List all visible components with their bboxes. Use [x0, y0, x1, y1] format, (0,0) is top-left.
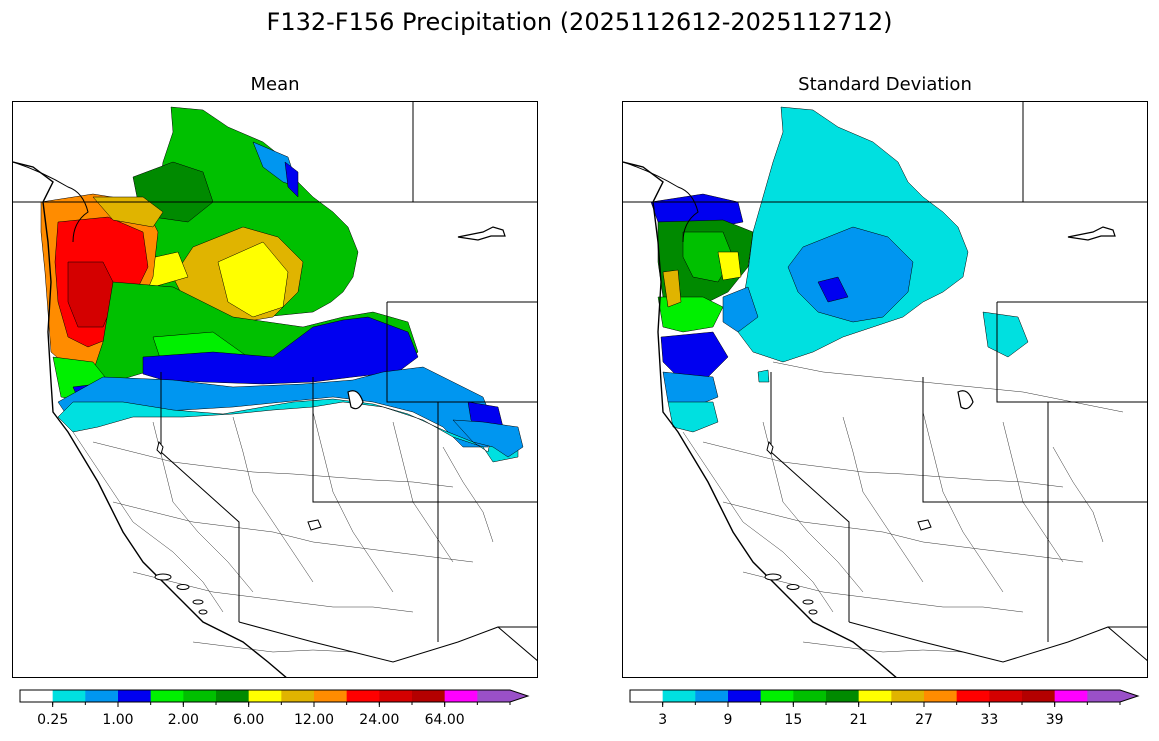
- map-mean-svg: [13, 102, 537, 677]
- region-gold-coast: [662, 269, 682, 308]
- colorbar-segment: [444, 690, 478, 702]
- colorbar-segment: [662, 690, 696, 702]
- region-yellow-interior: [217, 241, 289, 318]
- colorbar-tick-label: 12.00: [293, 712, 335, 728]
- colorbar-tick-label: 24.00: [359, 712, 400, 728]
- region-green-coast: [682, 231, 734, 283]
- colorbar-stddev: 3 9 15 21 27 33 39: [629, 689, 1140, 736]
- colorbar-segment: [1054, 690, 1088, 702]
- panel-title-mean: Mean: [250, 74, 300, 95]
- region-lime-coast: [657, 296, 724, 333]
- region-lightblue-coast: [722, 286, 759, 333]
- colorbar-segment: [760, 690, 794, 702]
- map-stddev: [622, 101, 1148, 678]
- channel-islands: [154, 573, 208, 615]
- lake-manitoba: [457, 226, 506, 241]
- colorbar-segment: [858, 690, 892, 702]
- colorbar-segment-extend: [477, 690, 528, 702]
- colorbar-segment: [793, 690, 827, 702]
- colorbar-tick-label: 15: [784, 712, 803, 728]
- colorbar-segment: [989, 690, 1023, 702]
- region-blue-coast-mid: [660, 331, 729, 378]
- colorbar-segment-extend: [1087, 690, 1138, 702]
- colorbar-segment: [924, 690, 958, 702]
- puget-sound-sd: [623, 161, 699, 243]
- region-blue-north2: [284, 161, 299, 198]
- colorbar-segment: [85, 690, 119, 702]
- colorbar-segment: [183, 690, 217, 702]
- state-boundaries: [13, 102, 537, 663]
- great-salt-lake-sd: [957, 390, 974, 410]
- lake-tahoe: [156, 440, 164, 455]
- colorbar-segment: [248, 690, 282, 702]
- colorbar-svg: [19, 689, 530, 707]
- colorbar-tick-label: 27: [915, 712, 933, 728]
- coastline-sd: [623, 161, 897, 677]
- colorbar-tick-label: 3: [658, 712, 668, 728]
- region-cyan-coast-south: [667, 401, 719, 433]
- colorbar-svg: [629, 689, 1140, 707]
- colorbar-tick-label: 1.00: [102, 712, 134, 728]
- colorbar-tick-label: 9: [723, 712, 733, 728]
- colorbar-segment: [412, 690, 446, 702]
- great-salt-lake: [347, 390, 364, 410]
- colorbar-segment: [118, 690, 152, 702]
- map-stddev-svg: [623, 102, 1147, 677]
- basin-outlines-sd: [682, 361, 1124, 653]
- region-cyan-east: [982, 311, 1029, 358]
- colorbar-tick-label: 21: [849, 712, 868, 728]
- colorbar-tick-label: 6.00: [233, 712, 265, 728]
- colorbar-segment: [728, 690, 762, 702]
- colorbar-segment: [379, 690, 413, 702]
- region-lightblue-east: [452, 419, 524, 458]
- region-yellow-puget: [92, 196, 164, 228]
- colorbar-segment: [216, 690, 250, 702]
- state-boundaries-sd: [623, 102, 1147, 663]
- colorbar-segment: [346, 690, 380, 702]
- colorbar-segment: [891, 690, 925, 702]
- colorbar-segment: [695, 690, 729, 702]
- colorbar-segment: [630, 690, 664, 702]
- colorbar-tick-label: 2.00: [167, 712, 199, 728]
- colorbar-outline: [629, 689, 1140, 703]
- region-darkred-coast: [67, 261, 119, 328]
- region-cyan-band: [57, 398, 519, 463]
- panel-title-stddev: Standard Deviation: [798, 74, 972, 95]
- coastline: [13, 161, 287, 677]
- salton-sea-sd: [917, 519, 932, 531]
- figure-title: F132-F156 Precipitation (2025112612-2025…: [266, 8, 893, 36]
- channel-islands-sd: [764, 573, 818, 615]
- colorbar-mean: 0.25 1.00 2.00 6.00 12.00 24.00 64.00: [19, 689, 530, 736]
- colorbar-segment: [150, 690, 184, 702]
- colorbar-segment: [281, 690, 315, 702]
- colorbar-segment: [826, 690, 860, 702]
- colorbar-segment: [20, 690, 54, 702]
- colorbar-segment: [52, 690, 86, 702]
- salton-sea: [307, 519, 322, 531]
- lake-tahoe-sd: [766, 440, 774, 455]
- colorbar-tick-label: 33: [980, 712, 999, 728]
- puget-sound: [13, 161, 89, 243]
- precip-stddev-fill: [650, 106, 1029, 433]
- region-cyan-small: [757, 369, 770, 383]
- colorbar-tick-label: 0.25: [37, 712, 69, 728]
- colorbar-tick-label: 64.00: [424, 712, 465, 728]
- colorbar-tick-label: 39: [1045, 712, 1064, 728]
- lake-manitoba-sd: [1067, 226, 1116, 241]
- colorbar-outline: [19, 689, 530, 703]
- colorbar-segment: [956, 690, 990, 702]
- colorbar-segment: [314, 690, 348, 702]
- map-mean: [12, 101, 538, 678]
- region-lightblue-interior: [787, 226, 914, 323]
- precip-mean-fill: [40, 106, 524, 463]
- region-yellow-coast: [717, 251, 742, 281]
- basin-outlines: [72, 411, 494, 653]
- colorbar-segment: [1022, 690, 1056, 702]
- region-blue-interior: [817, 276, 849, 303]
